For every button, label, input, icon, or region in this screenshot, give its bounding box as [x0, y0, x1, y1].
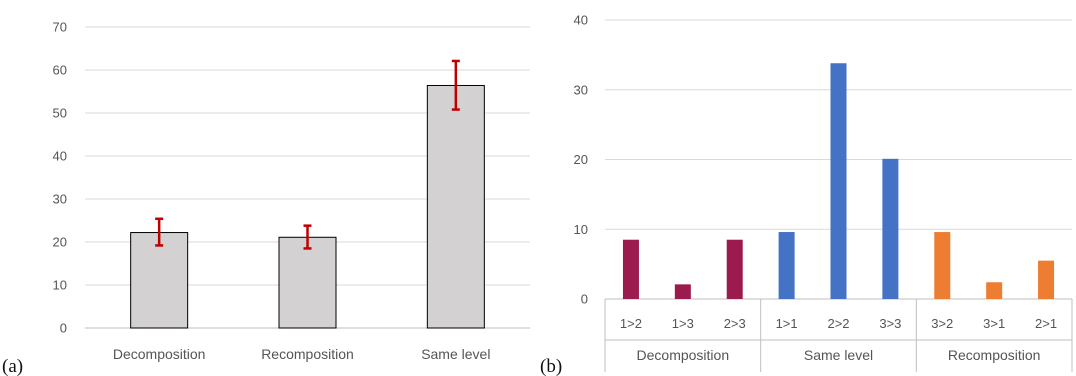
bar	[726, 239, 743, 299]
y-tick-label: 40	[574, 13, 588, 28]
group-label: Decomposition	[637, 347, 730, 363]
bar	[130, 232, 189, 329]
bar	[882, 158, 899, 299]
y-tick-label: 20	[53, 235, 67, 250]
panel-label-a: (a)	[2, 356, 23, 376]
chart-b: 0 10 20 30 40 1>2 1>3 2>3 Decomposition 1>1 2>2 3>3…	[540, 13, 1073, 376]
y-tick-label: 40	[53, 149, 67, 164]
bar	[986, 282, 1003, 299]
y-tick-label: 20	[574, 152, 588, 167]
x-category-label: 3>2	[931, 316, 953, 331]
bar	[934, 232, 951, 299]
group-label: Same level	[804, 347, 873, 363]
y-tick-label: 30	[53, 192, 67, 207]
x-category-label: 1>3	[672, 316, 694, 331]
x-category-label: 1>2	[620, 316, 642, 331]
y-tick-label: 50	[53, 106, 67, 121]
y-tick-label: 10	[53, 278, 67, 293]
bar	[674, 284, 691, 299]
y-tick-label: 10	[574, 222, 588, 237]
bar	[1038, 260, 1055, 299]
group-label: Recomposition	[948, 347, 1041, 363]
x-category-label: Recomposition	[261, 346, 354, 362]
x-category-label: 2>1	[1035, 316, 1057, 331]
x-category-label: 1>1	[776, 316, 798, 331]
y-tick-label: 0	[60, 321, 67, 336]
x-category-label: 3>1	[983, 316, 1005, 331]
y-tick-label: 70	[53, 20, 67, 35]
panel-label-b: (b)	[540, 356, 562, 376]
x-category-label: 2>2	[827, 316, 849, 331]
bar	[426, 84, 485, 329]
bar	[830, 63, 847, 300]
x-category-label: Same level	[421, 346, 490, 362]
x-category-label: 3>3	[879, 316, 901, 331]
y-tick-label: 30	[574, 82, 588, 97]
y-tick-label: 0	[581, 292, 588, 307]
y-tick-label: 60	[53, 63, 67, 78]
x-category-label: 2>3	[724, 316, 746, 331]
bar	[278, 236, 337, 329]
chart-a: 0 10 20 30 40 50 60 70 Decomposition Recompositio…	[2, 20, 530, 376]
bar	[622, 239, 639, 299]
bar	[778, 232, 795, 299]
x-category-label: Decomposition	[113, 346, 206, 362]
